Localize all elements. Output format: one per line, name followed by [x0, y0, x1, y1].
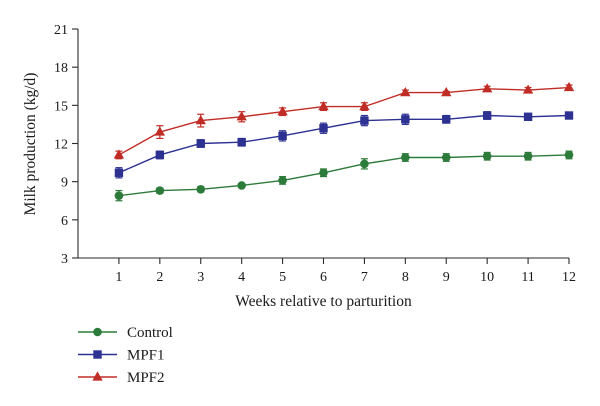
x-tick-label: 11 — [521, 270, 534, 285]
data-point-mpf2 — [113, 149, 125, 159]
y-tick-label: 12 — [54, 138, 68, 153]
axes — [77, 29, 569, 259]
data-point-mpf1 — [278, 131, 287, 141]
x-tick-label: 3 — [197, 270, 204, 285]
y-axis-label: Milk production (kg/d) — [22, 73, 39, 216]
legend-marker-mpf1 — [93, 350, 102, 359]
data-point-mpf2 — [481, 83, 493, 93]
y-tick-label: 6 — [61, 214, 68, 229]
legend-marker-mpf2 — [92, 371, 103, 381]
data-point-mpf1 — [523, 112, 533, 121]
data-point-mpf2 — [318, 101, 329, 111]
data-point-control — [155, 186, 165, 195]
data-point-control — [401, 153, 410, 162]
legend-entry-control: Control — [78, 325, 173, 341]
data-point-mpf1 — [155, 150, 165, 160]
legend-entry-mpf2: MPF2 — [78, 370, 165, 386]
data-point-control — [482, 151, 492, 161]
x-tick-label: 12 — [562, 270, 576, 285]
x-tick-label: 5 — [279, 270, 286, 285]
legend-label-mpf1: MPF1 — [127, 348, 165, 364]
data-point-control — [564, 150, 574, 160]
data-point-mpf2 — [522, 84, 534, 94]
x-tick-label: 9 — [443, 270, 450, 285]
y-tick-label: 15 — [54, 99, 68, 114]
series-line-mpf2 — [118, 86, 570, 156]
series-group — [113, 81, 575, 202]
legend-marker-control — [93, 327, 102, 337]
series-line-control — [118, 154, 570, 197]
x-ticks: 1 2 3 4 5 6 7 8 9 10 11 12 — [115, 258, 576, 285]
y-tick-label: 18 — [54, 61, 68, 76]
x-tick-label: 8 — [402, 270, 409, 285]
data-point-mpf2 — [400, 87, 411, 97]
data-point-mpf1 — [114, 168, 124, 177]
series-control — [114, 150, 574, 202]
data-point-control — [441, 153, 451, 162]
data-point-control — [278, 176, 287, 185]
legend: Control MPF1 MPF2 — [78, 325, 173, 386]
y-ticks: 3 6 9 12 15 18 21 — [54, 23, 78, 267]
x-tick-label: 7 — [361, 270, 368, 285]
legend-entry-mpf1: MPF1 — [78, 348, 165, 364]
data-point-mpf1 — [564, 111, 574, 120]
x-tick-label: 4 — [238, 270, 245, 285]
x-tick-label: 6 — [320, 270, 327, 285]
data-point-mpf2 — [441, 87, 452, 97]
y-tick-label: 3 — [61, 252, 68, 267]
data-point-control — [523, 151, 533, 161]
series-mpf2 — [113, 81, 575, 160]
legend-label-control: Control — [127, 325, 173, 341]
data-point-control — [114, 191, 124, 200]
x-tick-label: 1 — [115, 270, 122, 285]
data-point-mpf1 — [196, 139, 205, 148]
data-point-mpf1 — [442, 115, 451, 124]
data-point-mpf2 — [359, 101, 370, 111]
y-tick-label: 21 — [54, 23, 68, 38]
data-point-control — [196, 185, 206, 194]
x-axis-label: Weeks relative to parturition — [235, 293, 412, 310]
x-tick-label: 10 — [480, 270, 494, 285]
data-point-mpf2 — [236, 111, 247, 121]
y-tick-label: 9 — [61, 176, 68, 191]
legend-label-mpf2: MPF2 — [127, 370, 165, 386]
x-tick-label: 2 — [156, 270, 163, 285]
data-point-mpf1 — [360, 116, 369, 125]
series-line-mpf1 — [118, 114, 570, 174]
data-point-mpf1 — [401, 115, 410, 124]
data-point-mpf1 — [237, 138, 246, 147]
data-point-mpf2 — [563, 81, 575, 92]
series-mpf1 — [114, 111, 574, 179]
data-point-mpf1 — [482, 111, 492, 120]
data-point-mpf1 — [319, 124, 328, 133]
data-point-control — [319, 168, 328, 178]
data-point-control — [360, 159, 369, 169]
data-point-mpf2 — [277, 106, 288, 116]
data-point-control — [237, 181, 246, 190]
data-point-mpf2 — [195, 115, 206, 125]
data-point-mpf2 — [154, 126, 166, 136]
